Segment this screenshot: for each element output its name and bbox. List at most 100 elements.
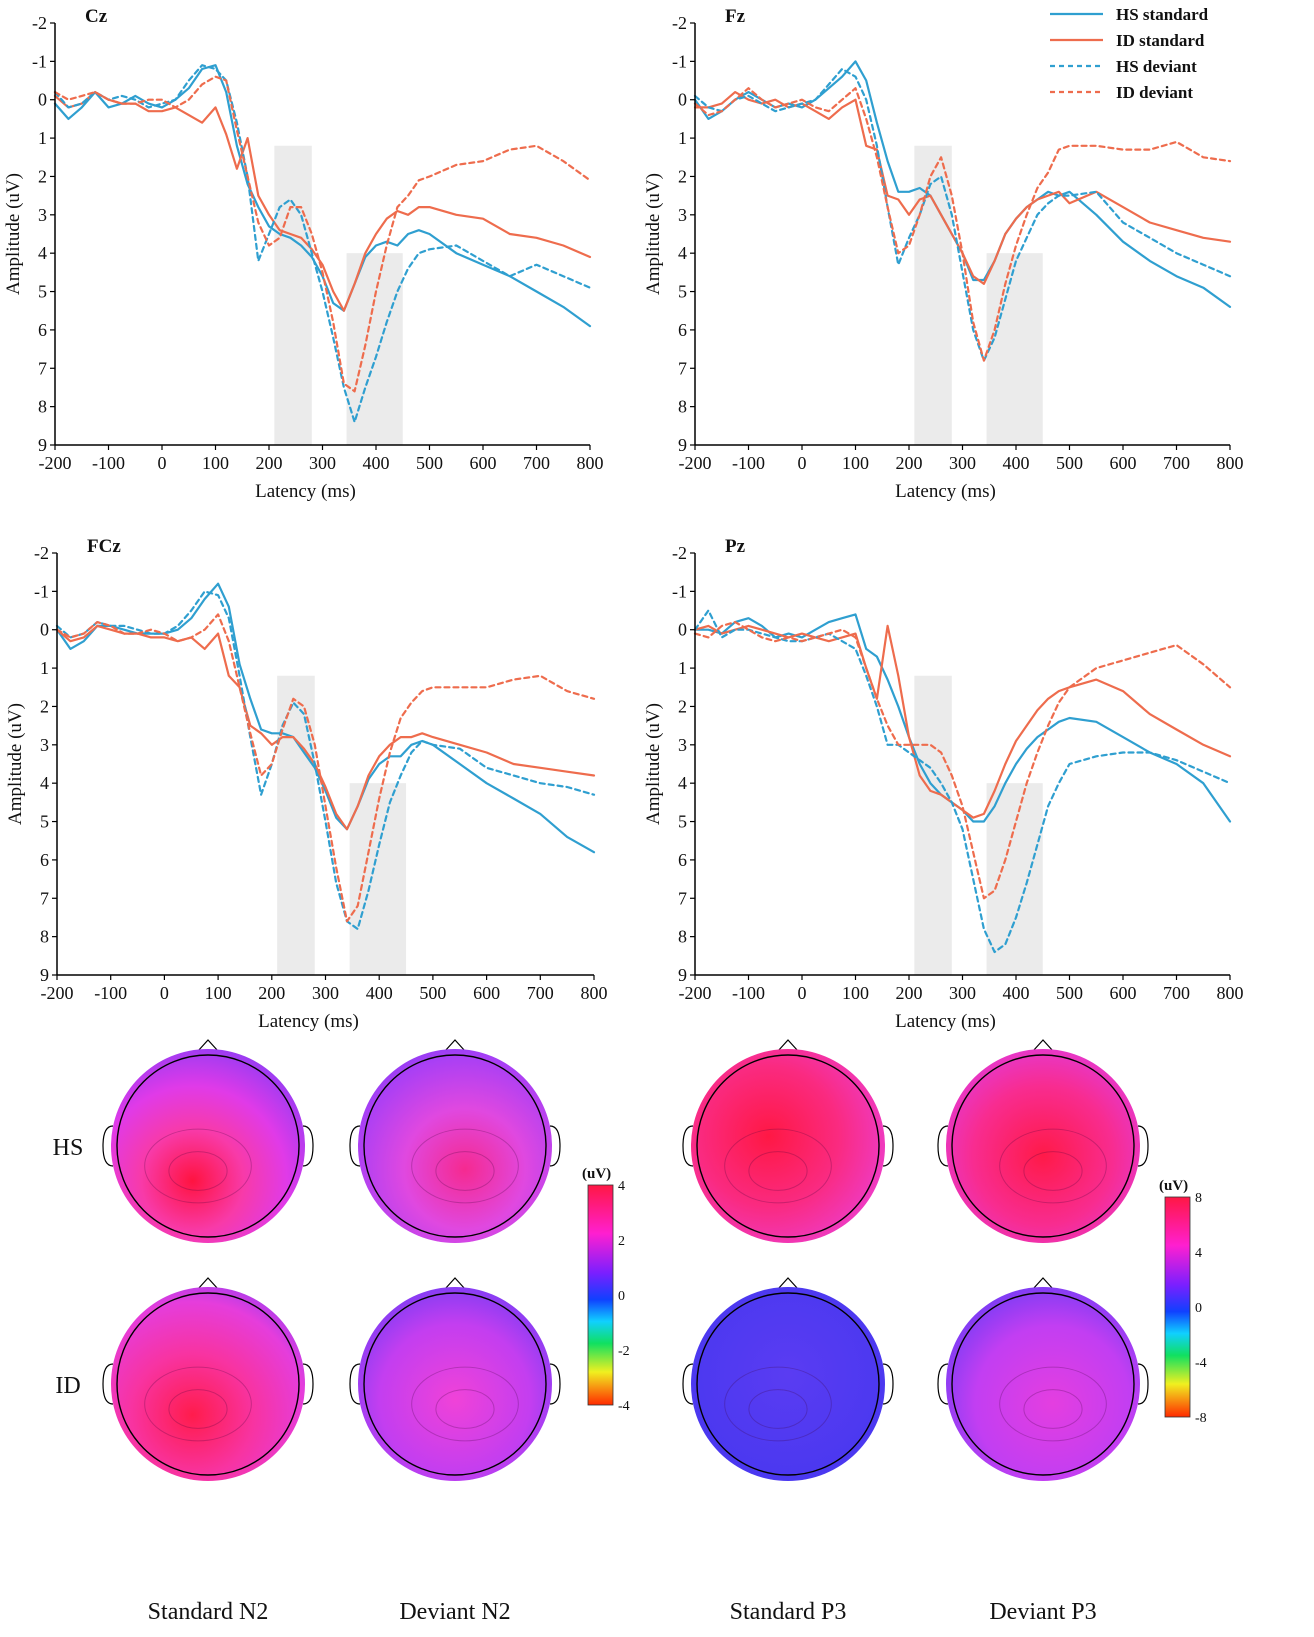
- x-tick-label: -100: [732, 453, 765, 473]
- topography-maps: HS ID Standard N2 Deviant N2 Standard P3 Devi…: [53, 1039, 1207, 1625]
- ear-left: [682, 1125, 694, 1167]
- x-tick-label: 200: [896, 983, 923, 1003]
- column-label: Deviant P3: [989, 1599, 1096, 1625]
- x-tick-label: 300: [309, 453, 336, 473]
- analysis-window-2: [986, 783, 1043, 975]
- scalp-map: [102, 1277, 314, 1481]
- contour: [748, 1151, 808, 1191]
- y-tick-label: 2: [678, 696, 687, 716]
- y-tick-label: 1: [678, 128, 687, 148]
- column-label: Standard P3: [730, 1599, 847, 1625]
- contour: [144, 1128, 252, 1204]
- x-tick-label: 300: [949, 983, 976, 1003]
- series-hs-standard: [55, 582, 596, 854]
- series-id-deviant: [693, 87, 1232, 362]
- scalp-map: [349, 1039, 561, 1243]
- x-tick-label: -200: [41, 983, 74, 1003]
- ear-right: [1137, 1363, 1149, 1405]
- colorbar-gradient: [587, 1184, 614, 1406]
- x-tick-label: 800: [577, 453, 604, 473]
- x-tick-label: 400: [1003, 983, 1030, 1003]
- series-id-standard: [693, 624, 1232, 819]
- y-tick-label: 9: [678, 965, 687, 985]
- series-hs-deviant: [55, 590, 596, 931]
- scalp-fill: [358, 1049, 552, 1243]
- nose: [1032, 1039, 1054, 1052]
- y-tick-label: -2: [34, 543, 49, 563]
- contour: [999, 1128, 1107, 1204]
- ear-right: [1137, 1125, 1149, 1167]
- x-tick-label: 600: [1110, 983, 1137, 1003]
- analysis-window-2: [349, 783, 407, 975]
- colorbar-unit-label: (uV): [582, 1166, 611, 1182]
- x-tick-label: 800: [581, 983, 608, 1003]
- contour: [144, 1366, 252, 1442]
- x-tick-label: 800: [1217, 983, 1244, 1003]
- nose: [197, 1039, 219, 1052]
- contour: [435, 1151, 495, 1191]
- series-id-standard: [55, 624, 596, 831]
- scalp-map: [682, 1277, 894, 1481]
- colorbar-tick-label: 4: [1195, 1246, 1202, 1261]
- contour: [748, 1389, 808, 1429]
- x-tick-label: 0: [160, 983, 169, 1003]
- erp-panel-fz: -2 -1 0 1 2 3 4 5 6 7 8 9-200 -100 0 100 200 300 400 500 60…: [643, 6, 1244, 502]
- column-label: Standard N2: [148, 1599, 269, 1625]
- head-outline: [696, 1292, 880, 1476]
- scalp-fill: [111, 1287, 305, 1481]
- y-tick-label: 8: [40, 927, 49, 947]
- analysis-window-1: [274, 145, 312, 445]
- nose: [444, 1039, 466, 1052]
- row-label-id: ID: [55, 1373, 80, 1399]
- y-tick-label: 6: [40, 850, 49, 870]
- legend-label: HS standard: [1116, 5, 1209, 24]
- x-tick-label: 200: [256, 453, 283, 473]
- x-axis-label: Latency (ms): [895, 1011, 996, 1032]
- ear-left: [937, 1363, 949, 1405]
- x-tick-label: 500: [1056, 453, 1083, 473]
- y-tick-label: 4: [678, 773, 687, 793]
- x-tick-label: 700: [1163, 983, 1190, 1003]
- y-tick-label: -1: [672, 51, 687, 71]
- colorbar-tick-label: -4: [618, 1399, 630, 1414]
- colorbar-tick-label: 2: [618, 1234, 625, 1249]
- ear-right: [549, 1363, 561, 1405]
- erp-panel-cz: -2 -1 0 1 2 3 4 5 6 7 8 9-200 -100 0 100 200 300 400 500 60…: [3, 6, 604, 502]
- series-hs-deviant: [693, 609, 1232, 954]
- contour: [724, 1128, 832, 1204]
- y-tick-label: 7: [40, 888, 49, 908]
- x-tick-label: 0: [798, 453, 807, 473]
- ear-left: [102, 1125, 114, 1167]
- y-tick-label: 9: [38, 435, 47, 455]
- panel-title: Cz: [85, 6, 108, 27]
- scalp-fill: [358, 1287, 552, 1481]
- scalp-fill: [691, 1287, 885, 1481]
- y-tick-label: 1: [678, 658, 687, 678]
- scalp-fill: [691, 1049, 885, 1243]
- panel-title: Fz: [725, 6, 746, 27]
- nose: [777, 1277, 799, 1290]
- x-tick-label: 0: [158, 453, 167, 473]
- scalp-fill: [946, 1287, 1140, 1481]
- y-tick-label: 0: [38, 90, 47, 110]
- erp-panel-fcz: -2 -1 0 1 2 3 4 5 6 7 8 9-200 -100 0 100 200 300 400 500 60…: [5, 536, 608, 1032]
- y-tick-label: -1: [32, 51, 47, 71]
- x-tick-label: 500: [1056, 983, 1083, 1003]
- y-tick-label: 8: [678, 927, 687, 947]
- x-tick-label: 300: [312, 983, 339, 1003]
- y-tick-label: -1: [34, 581, 49, 601]
- contour: [411, 1366, 519, 1442]
- y-tick-label: 3: [40, 735, 49, 755]
- ear-right: [302, 1125, 314, 1167]
- scalp-map: [682, 1039, 894, 1243]
- x-tick-label: -100: [94, 983, 127, 1003]
- y-axis-label: Amplitude (uV): [5, 703, 26, 825]
- scalp-fill: [111, 1049, 305, 1243]
- x-tick-label: 700: [527, 983, 554, 1003]
- y-tick-label: 8: [678, 397, 687, 417]
- ear-right: [882, 1125, 894, 1167]
- ear-left: [349, 1125, 361, 1167]
- legend-label: ID standard: [1116, 31, 1205, 50]
- x-tick-label: 400: [366, 983, 393, 1003]
- colorbar-unit-label: (uV): [1159, 1178, 1188, 1194]
